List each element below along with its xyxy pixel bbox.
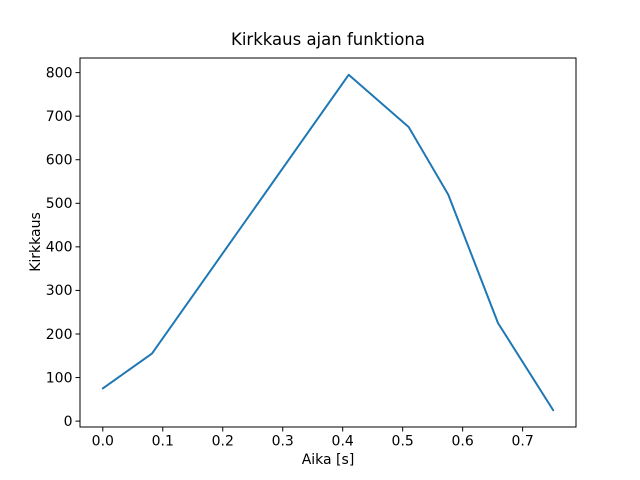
x-axis-tick-label: 0.6 <box>452 434 474 450</box>
y-axis-tick-label: 300 <box>46 283 73 299</box>
y-axis-tick-label: 600 <box>46 153 73 169</box>
y-axis-label: Kirkkaus <box>28 212 45 272</box>
x-axis-tick-label: 0.4 <box>332 434 354 450</box>
chart-title: Kirkkaus ajan funktiona <box>231 30 425 49</box>
data-line <box>101 73 555 412</box>
y-axis-tick-label: 200 <box>46 327 73 343</box>
y-axis-tick-label: 700 <box>46 109 73 125</box>
y-axis-tick-label: 500 <box>46 196 73 212</box>
x-axis-tick-label: 0.0 <box>92 434 114 450</box>
x-axis-tick-label: 0.5 <box>392 434 414 450</box>
x-axis-tick-label: 0.2 <box>212 434 234 450</box>
x-axis-tick-label: 0.7 <box>511 434 533 450</box>
y-axis-tick-label: 100 <box>46 370 73 386</box>
plot-border <box>79 57 577 428</box>
x-axis-tick-label: 0.1 <box>152 434 174 450</box>
y-axis-tick-label: 800 <box>46 65 73 81</box>
y-axis-tick-label: 400 <box>46 240 73 256</box>
y-axis-tick-label: 0 <box>64 414 73 430</box>
x-axis-tick-label: 0.3 <box>272 434 294 450</box>
x-axis-label: Aika [s] <box>301 452 355 468</box>
